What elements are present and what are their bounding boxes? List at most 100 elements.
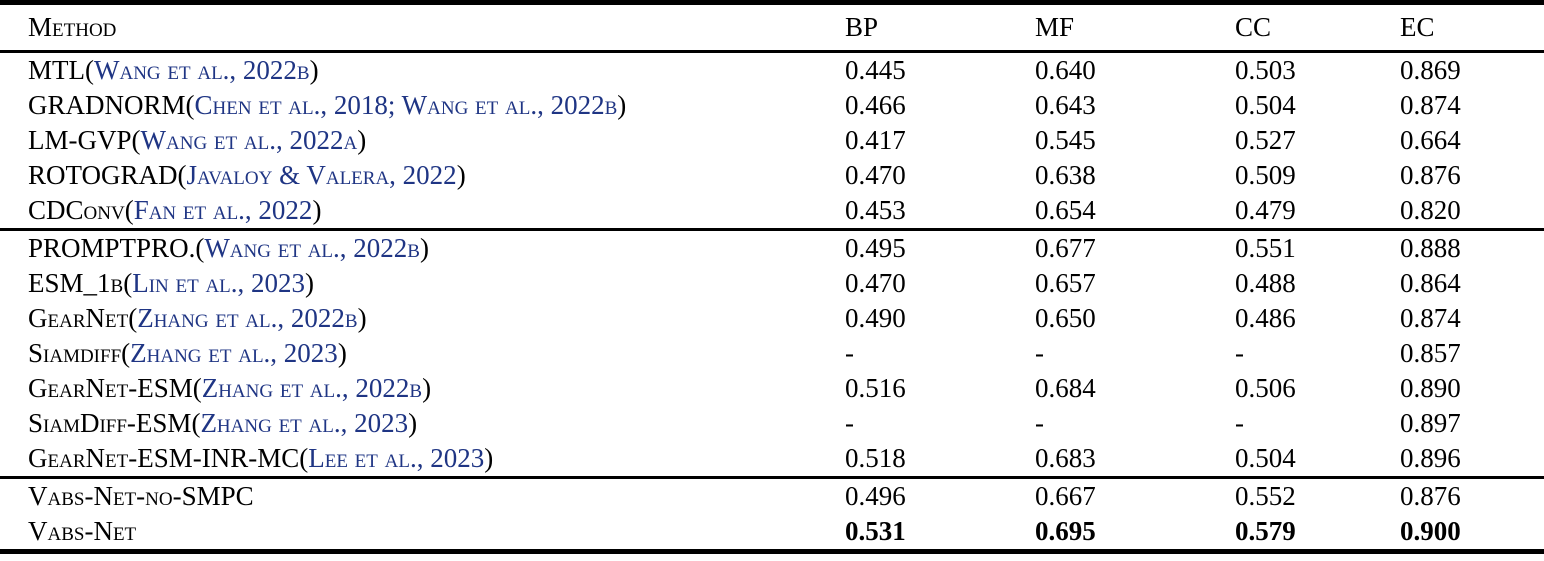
table-row: ROTOGRAD(Javaloy & Valera, 2022) 0.470 0… (0, 158, 1544, 193)
method-name: PROMPTPRO. (28, 233, 196, 263)
table-row: GearNet(Zhang et al., 2022b) 0.490 0.650… (0, 301, 1544, 336)
metric-value-mf: 0.683 (1035, 443, 1096, 473)
metric-value-ec: 0.896 (1400, 443, 1461, 473)
citation-wrap: (Wang et al., 2022a) (132, 125, 367, 155)
metric-value-bp: 0.445 (845, 55, 906, 85)
citation-link[interactable]: Wang et al., 2022b (204, 233, 420, 263)
method-name: Siamdiff (28, 338, 122, 368)
metric-value-cc: 0.506 (1235, 373, 1296, 403)
open-paren: ( (124, 195, 134, 225)
metric-value-ec: 0.900 (1400, 516, 1461, 546)
table-group-pretrained: PROMPTPRO.(Wang et al., 2022b) 0.495 0.6… (0, 229, 1544, 478)
open-paren: ( (195, 233, 205, 263)
metric-value-cc: 0.486 (1235, 303, 1296, 333)
metric-value-ec: 0.890 (1400, 373, 1461, 403)
table-header: Method BP MF CC EC (0, 2, 1544, 53)
metric-value-cc: 0.579 (1235, 516, 1296, 546)
metric-value-bp: 0.531 (845, 516, 906, 546)
citation-link[interactable]: Lin et al., 2023 (132, 268, 306, 298)
open-paren: ( (128, 303, 138, 333)
metric-value-ec: 0.664 (1400, 125, 1461, 155)
metric-value-bp: 0.495 (845, 233, 906, 263)
metric-value-cc: 0.504 (1235, 443, 1296, 473)
metric-value-cc: 0.527 (1235, 125, 1296, 155)
metric-value-cc: 0.488 (1235, 268, 1296, 298)
open-paren: ( (177, 160, 187, 190)
citation-link[interactable]: Lee et al., 2023 (308, 443, 485, 473)
metric-value-mf: 0.684 (1035, 373, 1096, 403)
citation-link[interactable]: Wang et al., 2022b (94, 55, 310, 85)
open-paren: ( (121, 338, 131, 368)
method-name: ROTOGRAD (28, 160, 178, 190)
citation-wrap: (Lin et al., 2023) (123, 268, 314, 298)
metric-value-mf: 0.650 (1035, 303, 1096, 333)
open-paren: ( (192, 373, 202, 403)
metric-value-mf: 0.545 (1035, 125, 1096, 155)
citation-wrap: (Fan et al., 2022) (125, 195, 322, 225)
citation-wrap: (Lee et al., 2023) (299, 443, 493, 473)
table-row: GearNet-ESM-INR-MC(Lee et al., 2023) 0.5… (0, 441, 1544, 478)
citation-link[interactable]: Zhang et al., 2022b (137, 303, 358, 333)
open-paren: ( (131, 125, 141, 155)
metric-value-ec: 0.876 (1400, 481, 1461, 511)
table-row: GearNet-ESM(Zhang et al., 2022b) 0.516 0… (0, 371, 1544, 406)
table-row: SiamDiff-ESM(Zhang et al., 2023) - - - 0… (0, 406, 1544, 441)
metric-value-ec: 0.897 (1400, 408, 1461, 438)
method-name: LM-GVP (28, 125, 132, 155)
header-row: Method BP MF CC EC (0, 2, 1544, 53)
citation-wrap: (Zhang et al., 2022b) (128, 303, 366, 333)
metric-value-mf: 0.695 (1035, 516, 1096, 546)
metric-value-mf: 0.667 (1035, 481, 1096, 511)
table-row: Vabs-Net-no-SMPC 0.496 0.667 0.552 0.876 (0, 478, 1544, 515)
table-group-ours: Vabs-Net-no-SMPC 0.496 0.667 0.552 0.876… (0, 477, 1544, 552)
metric-value-ec: 0.869 (1400, 55, 1461, 85)
citation-link[interactable]: Zhang et al., 2023 (200, 408, 409, 438)
metric-value-mf: 0.638 (1035, 160, 1096, 190)
method-name: CDConv (28, 195, 125, 225)
metric-value-cc: - (1235, 408, 1244, 438)
method-name: SiamDiff-ESM (28, 408, 192, 438)
table-row: GRADNORM(Chen et al., 2018; Wang et al.,… (0, 88, 1544, 123)
metric-value-ec: 0.820 (1400, 195, 1461, 225)
citation-wrap: (Wang et al., 2022b) (195, 233, 429, 263)
close-paren: ) (357, 303, 367, 333)
metric-value-mf: - (1035, 408, 1044, 438)
metric-value-ec: 0.876 (1400, 160, 1461, 190)
metric-value-cc: 0.504 (1235, 90, 1296, 120)
close-paren: ) (309, 55, 319, 85)
citation-link[interactable]: Wang et al., 2022a (140, 125, 358, 155)
metric-value-mf: 0.640 (1035, 55, 1096, 85)
table-row: Vabs-Net 0.531 0.695 0.579 0.900 (0, 514, 1544, 552)
close-paren: ) (456, 160, 466, 190)
close-paren: ) (419, 233, 429, 263)
metric-value-bp: - (845, 338, 854, 368)
metric-value-bp: - (845, 408, 854, 438)
metric-value-bp: 0.496 (845, 481, 906, 511)
close-paren: ) (617, 90, 627, 120)
close-paren: ) (305, 268, 315, 298)
citation-link[interactable]: Chen et al., 2018; Wang et al., 2022b (194, 90, 618, 120)
close-paren: ) (408, 408, 418, 438)
column-header-ec: EC (1400, 2, 1544, 53)
method-name: ESM_1b (28, 268, 124, 298)
table-row: MTL(Wang et al., 2022b) 0.445 0.640 0.50… (0, 52, 1544, 89)
citation-wrap: (Zhang et al., 2023) (121, 338, 347, 368)
citation-wrap: (Zhang et al., 2022b) (193, 373, 431, 403)
citation-link[interactable]: Zhang et al., 2023 (130, 338, 338, 368)
citation-link[interactable]: Fan et al., 2022 (133, 195, 313, 225)
metric-value-cc: 0.551 (1235, 233, 1296, 263)
table-row: CDConv(Fan et al., 2022) 0.453 0.654 0.4… (0, 193, 1544, 230)
table-group-baselines: MTL(Wang et al., 2022b) 0.445 0.640 0.50… (0, 52, 1544, 230)
citation-wrap: (Chen et al., 2018; Wang et al., 2022b) (186, 90, 627, 120)
metric-value-mf: - (1035, 338, 1044, 368)
method-name: Vabs-Net (28, 516, 137, 546)
open-paren: ( (299, 443, 309, 473)
citation-link[interactable]: Zhang et al., 2022b (201, 373, 423, 403)
metric-value-cc: - (1235, 338, 1244, 368)
column-header-mf: MF (1035, 2, 1235, 53)
close-paren: ) (357, 125, 367, 155)
citation-link[interactable]: Javaloy & Valera, 2022 (186, 160, 457, 190)
metric-value-cc: 0.503 (1235, 55, 1296, 85)
